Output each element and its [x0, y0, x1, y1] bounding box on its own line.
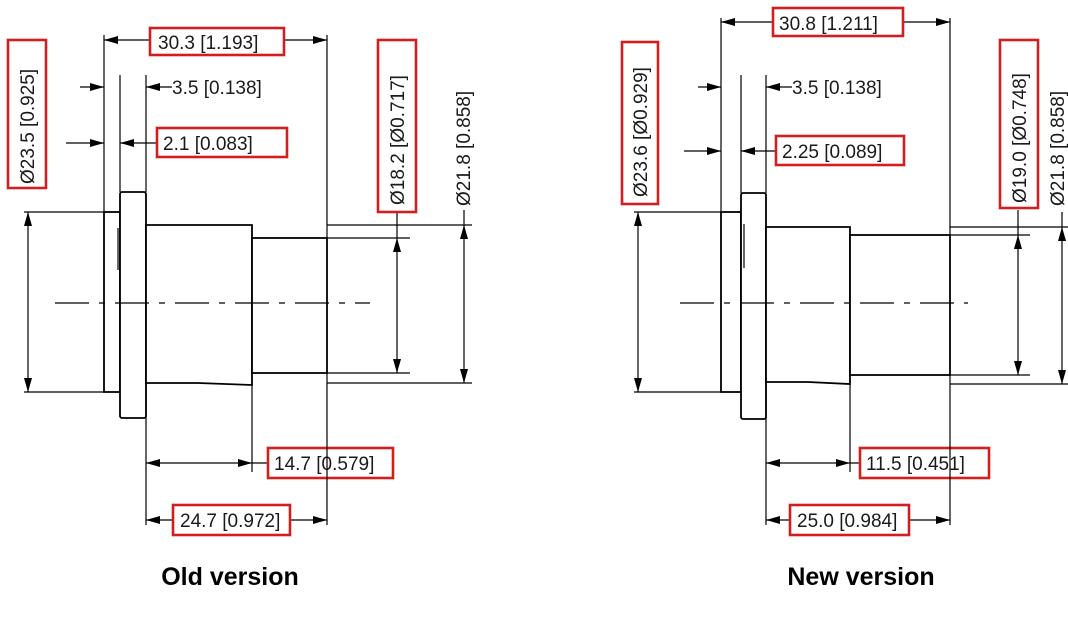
old-overall-length-label: 30.3 [1.193]: [158, 33, 258, 54]
new-part-outline: [680, 192, 968, 420]
old-body-diameter-label: Ø21.8 [0.858]: [454, 91, 475, 206]
old-highlight-overall-length: [148, 26, 286, 57]
old-dim-flange-to-step: 3.5 [0.138]: [80, 75, 262, 192]
old-shaft-length-label: 24.7 [0.972]: [180, 511, 280, 532]
old-dim-flange-diameter: Ø23.5 [0.925]: [6, 38, 104, 393]
new-highlight-tip-diameter: [998, 38, 1040, 210]
new-dim-overall-length: 30.8 [1.211]: [720, 6, 951, 235]
new-dim-flange-diameter: Ø23.6 [Ø0.929]: [620, 40, 721, 393]
old-flange-thickness-label: 2.1 [0.083]: [163, 134, 253, 155]
old-tip-diameter-label: Ø18.2 [Ø0.717]: [388, 75, 409, 205]
new-dim-flange-thickness: 2.25 [0.089]: [684, 75, 906, 193]
old-version-drawing: 30.3 [1.193] 3.5 [0.138] 2.1 [0.083]: [6, 26, 475, 591]
new-flange-thickness-label: 2.25 [0.089]: [782, 142, 882, 163]
old-highlight-body-length: [266, 446, 395, 480]
new-flange-to-step-label: 3.5 [0.138]: [792, 78, 882, 99]
new-body-diameter-label: Ø21.8 [0.858]: [1048, 91, 1068, 206]
new-highlight-flange-diameter: [620, 40, 660, 206]
old-dim-shaft-length: 24.7 [0.972]: [146, 373, 328, 537]
old-highlight-tip-diameter: [376, 38, 418, 214]
new-dim-body-length: 11.5 [0.451]: [765, 382, 991, 525]
old-body-length-label: 14.7 [0.579]: [274, 454, 374, 475]
new-highlight-overall-length: [771, 6, 905, 38]
new-highlight-body-length: [858, 446, 991, 480]
old-dim-body-diameter: Ø21.8 [0.858]: [327, 91, 475, 384]
old-highlight-flange-diameter: [6, 38, 48, 190]
new-dim-shaft-length: 25.0 [0.984]: [766, 375, 951, 537]
old-highlight-flange-thickness: [155, 126, 289, 159]
new-dim-flange-to-step: 3.5 [0.138]: [698, 75, 882, 193]
old-dim-flange-thickness: 2.1 [0.083]: [66, 75, 289, 192]
old-version-caption: Old version: [161, 563, 299, 591]
old-highlight-shaft-length: [171, 503, 292, 537]
new-flange-diameter-label: Ø23.6 [Ø0.929]: [631, 67, 652, 197]
new-dim-body-diameter: Ø21.8 [0.858]: [950, 91, 1068, 385]
old-dim-body-length: 14.7 [0.579]: [145, 383, 395, 525]
old-part-outline: [55, 191, 370, 419]
new-highlight-flange-thickness: [774, 134, 906, 167]
new-version-caption: New version: [787, 563, 934, 591]
old-flange-to-step-label: 3.5 [0.138]: [172, 78, 262, 99]
new-tip-diameter-label: Ø19.0 [Ø0.748]: [1010, 73, 1031, 203]
old-dim-overall-length: 30.3 [1.193]: [103, 26, 328, 238]
new-shaft-length-label: 25.0 [0.984]: [797, 511, 897, 532]
old-dim-tip-diameter: Ø18.2 [Ø0.717]: [327, 38, 418, 374]
new-body-length-label: 11.5 [0.451]: [866, 454, 965, 475]
new-version-drawing: 30.8 [1.211] 3.5 [0.138] 2.25 [0.089]: [620, 6, 1068, 591]
old-flange-diameter-label: Ø23.5 [0.925]: [18, 69, 39, 184]
new-highlight-shaft-length: [788, 503, 911, 537]
new-dim-tip-diameter: Ø19.0 [Ø0.748]: [950, 38, 1040, 376]
new-overall-length-label: 30.8 [1.211]: [779, 14, 878, 35]
